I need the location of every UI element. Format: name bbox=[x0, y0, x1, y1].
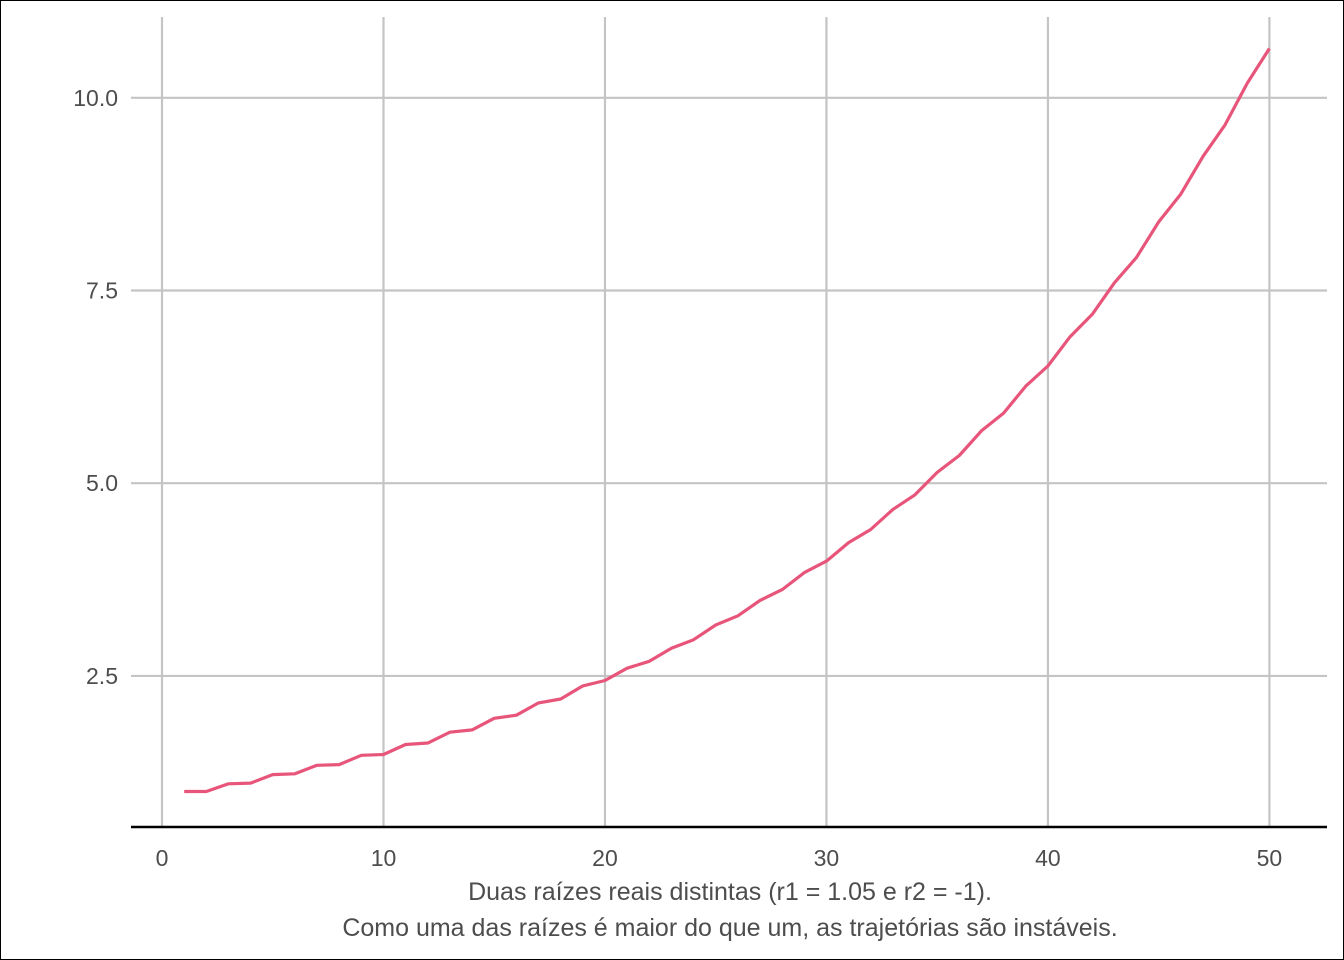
y-tick-label: 10.0 bbox=[73, 85, 118, 111]
x-tick-label: 40 bbox=[1035, 845, 1061, 871]
x-tick-label: 50 bbox=[1257, 845, 1283, 871]
y-tick-label: 5.0 bbox=[86, 470, 118, 496]
series-layer bbox=[184, 47, 1271, 794]
caption-line-2: Como uma das raízes é maior do que um, a… bbox=[342, 914, 1117, 942]
x-tick-label: 30 bbox=[814, 845, 840, 871]
grid-layer bbox=[131, 17, 1327, 827]
x-tick-label: 0 bbox=[156, 845, 169, 871]
x-tick-label: 20 bbox=[592, 845, 618, 871]
label-layer: 0 10 20 30 40 50 2.5 5.0 7.5 10.0 bbox=[73, 85, 1282, 871]
y-tick-label: 7.5 bbox=[86, 278, 118, 304]
series-line bbox=[184, 47, 1271, 794]
y-tick-label: 2.5 bbox=[86, 663, 118, 689]
caption-line-1: Duas raízes reais distintas (r1 = 1.05 e… bbox=[468, 878, 992, 906]
x-tick-label: 10 bbox=[371, 845, 397, 871]
